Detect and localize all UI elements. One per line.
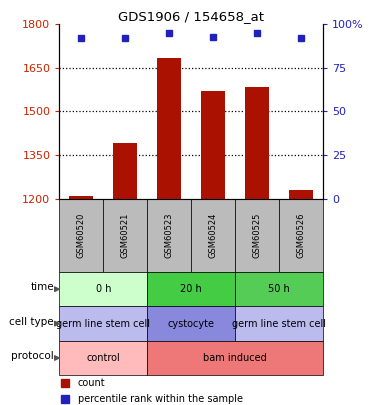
Text: control: control bbox=[86, 353, 120, 363]
Text: GSM60525: GSM60525 bbox=[252, 213, 262, 258]
Text: 20 h: 20 h bbox=[180, 284, 202, 294]
Text: GSM60524: GSM60524 bbox=[209, 213, 217, 258]
Text: count: count bbox=[78, 377, 105, 388]
Text: 50 h: 50 h bbox=[268, 284, 290, 294]
Bar bbox=[147, 307, 235, 341]
Text: cystocyte: cystocyte bbox=[168, 319, 214, 328]
Bar bbox=[191, 198, 235, 272]
Bar bbox=[279, 198, 323, 272]
Bar bbox=[113, 143, 137, 198]
Bar bbox=[103, 198, 147, 272]
Bar bbox=[235, 307, 323, 341]
Bar bbox=[245, 87, 269, 198]
Bar bbox=[147, 272, 235, 307]
Bar bbox=[59, 272, 147, 307]
Bar bbox=[147, 341, 323, 375]
Bar bbox=[59, 198, 103, 272]
Text: cell type: cell type bbox=[10, 317, 54, 327]
Title: GDS1906 / 154658_at: GDS1906 / 154658_at bbox=[118, 10, 264, 23]
Bar bbox=[157, 58, 181, 198]
Text: bam induced: bam induced bbox=[203, 353, 267, 363]
Bar bbox=[69, 196, 93, 198]
Bar bbox=[235, 272, 323, 307]
Text: GSM60521: GSM60521 bbox=[121, 213, 130, 258]
Bar bbox=[59, 341, 147, 375]
Text: percentile rank within the sample: percentile rank within the sample bbox=[78, 394, 243, 404]
Bar bbox=[235, 198, 279, 272]
Text: GSM60520: GSM60520 bbox=[77, 213, 86, 258]
Bar bbox=[147, 198, 191, 272]
Text: GSM60523: GSM60523 bbox=[165, 213, 174, 258]
Text: GSM60526: GSM60526 bbox=[296, 213, 305, 258]
Text: time: time bbox=[30, 282, 54, 292]
Text: germ line stem cell: germ line stem cell bbox=[56, 319, 150, 328]
Bar bbox=[59, 307, 147, 341]
Bar bbox=[201, 91, 225, 198]
Text: germ line stem cell: germ line stem cell bbox=[232, 319, 326, 328]
Text: protocol: protocol bbox=[12, 351, 54, 361]
Text: 0 h: 0 h bbox=[95, 284, 111, 294]
Bar bbox=[289, 190, 313, 198]
